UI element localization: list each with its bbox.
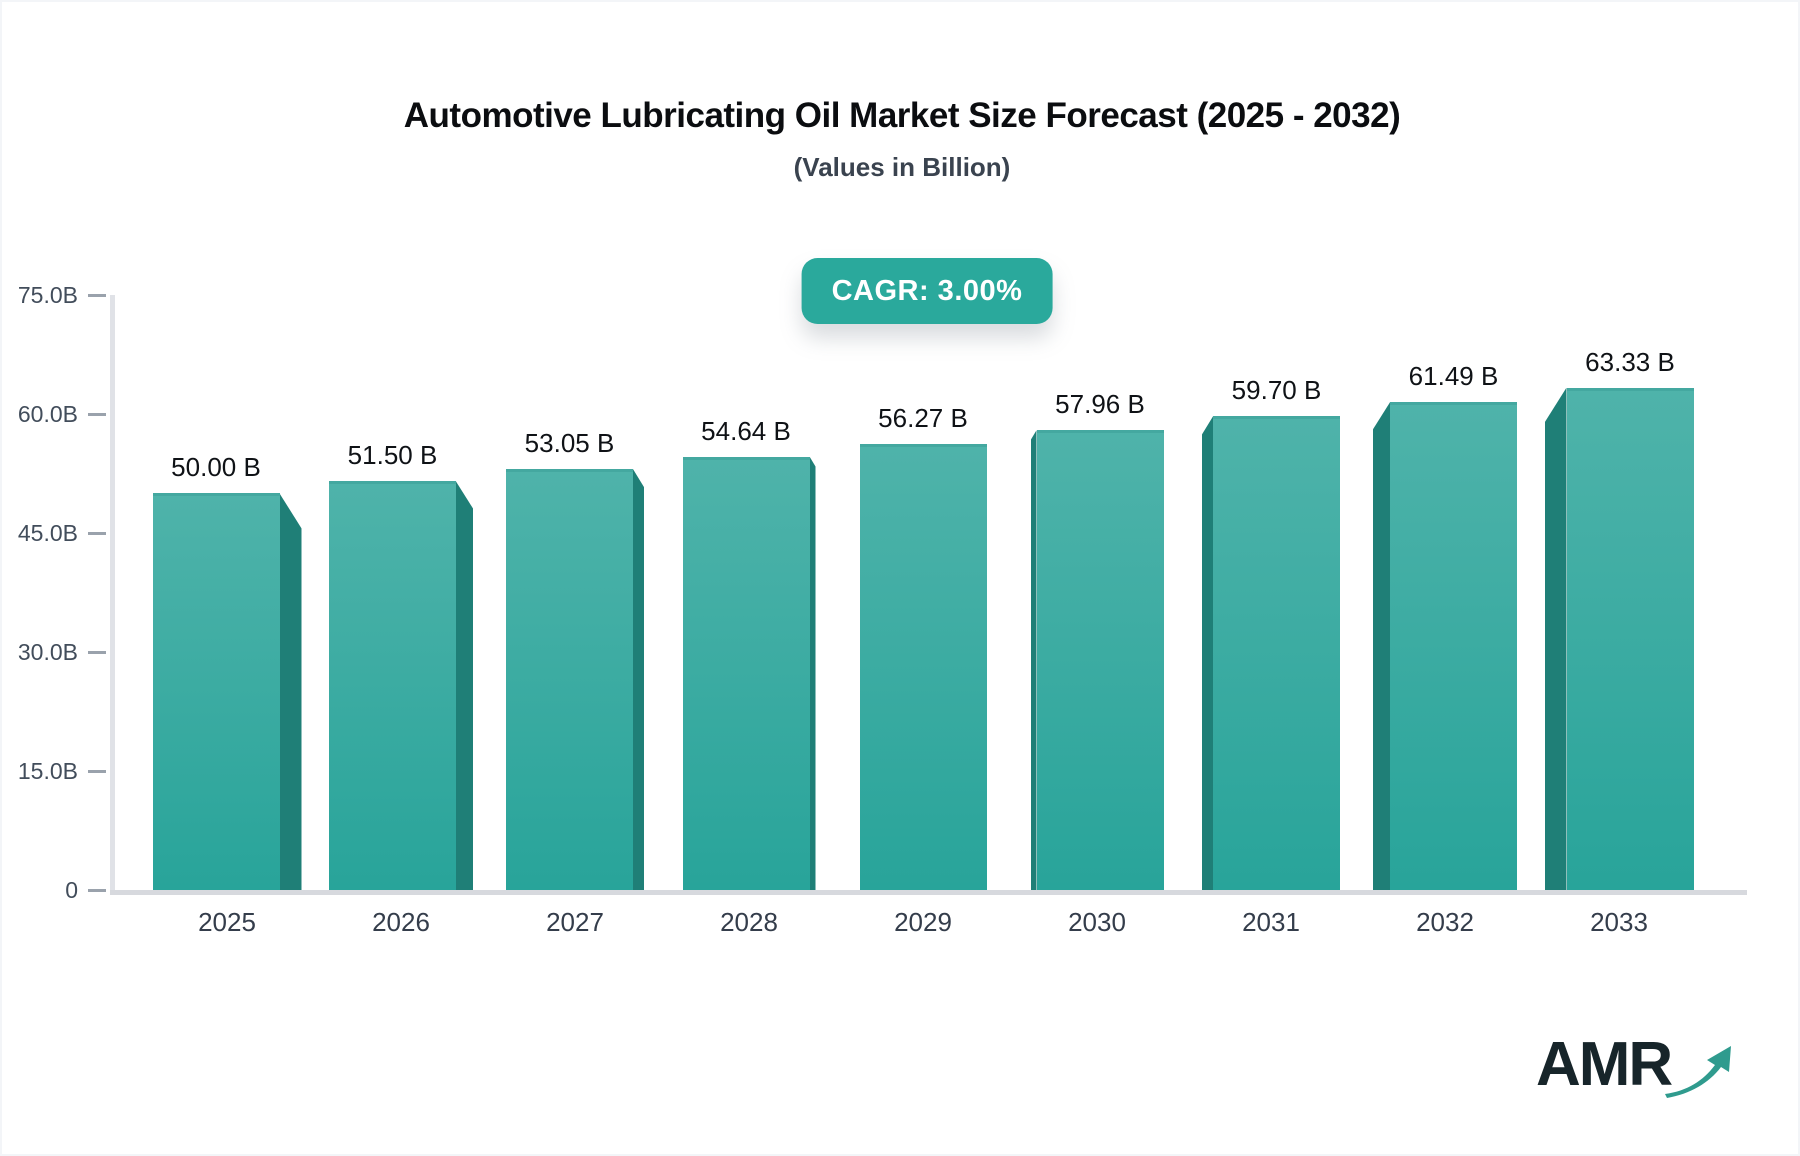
bar-slot-2028: 54.64 B 2028 — [662, 295, 836, 937]
bar-value-label: 51.50 B — [347, 440, 438, 471]
bar-slot-2033: 63.33 B 2033 — [1532, 295, 1706, 937]
growth-arrow-icon — [1665, 1046, 1732, 1098]
x-axis-baseline — [110, 890, 1747, 895]
y-tick-dash — [88, 650, 106, 654]
bar-value-label: 54.64 B — [701, 415, 791, 446]
bar-value-label: 56.27 B — [878, 402, 968, 433]
bar-2029[interactable] — [859, 443, 987, 890]
amr-logo-text: AMR — [1536, 1030, 1673, 1099]
chart-subtitle: (Values in Billion) — [793, 152, 1011, 182]
bar-side-face — [633, 469, 644, 890]
bar-front-face — [859, 443, 987, 890]
x-axis-year-label: 2030 — [1068, 907, 1126, 937]
bar-chart-plot-area: 75.0B 60.0B 45.0B 30.0B 15.0B 0 50.00 B 2025 51.… — [18, 282, 1747, 937]
y-tick-dash — [88, 888, 106, 892]
y-tick-dash — [88, 412, 106, 416]
y-tick-label: 75.0B — [17, 282, 78, 308]
bar-value-label: 59.70 B — [1231, 375, 1322, 406]
bar-side-face — [1202, 416, 1213, 890]
x-axis-year-label: 2031 — [1242, 907, 1300, 937]
bar-side-face — [809, 456, 816, 890]
amr-logo: AMR — [1536, 1034, 1735, 1100]
x-axis-year-label: 2028 — [720, 907, 778, 937]
bar-value-label: 53.05 B — [524, 428, 615, 459]
bar-slot-2032: 61.49 B 2032 — [1358, 295, 1532, 937]
chart-title: Automotive Lubricating Oil Market Size F… — [403, 96, 1401, 135]
bar-side-face — [1544, 387, 1567, 890]
cagr-badge-label: CAGR: 3.00% — [831, 274, 1023, 307]
bar-front-face — [1390, 402, 1517, 890]
y-tick-dash — [88, 531, 106, 535]
bar-side-face — [1373, 402, 1390, 890]
bar-slot-2027: 53.05 B 2027 — [488, 295, 662, 937]
x-axis-year-label: 2026 — [372, 907, 430, 937]
bar-front-face — [329, 481, 456, 890]
cagr-badge: CAGR: 3.00% — [801, 258, 1053, 324]
bar-2025[interactable] — [152, 493, 302, 890]
y-tick-label: 15.0B — [17, 758, 78, 784]
bar-value-label: 50.00 B — [171, 452, 261, 483]
bar-2033[interactable] — [1544, 387, 1694, 890]
bar-2030[interactable] — [1030, 430, 1164, 890]
y-tick-label: 60.0B — [17, 401, 78, 427]
y-tick-label: 30.0B — [17, 639, 78, 665]
bar-slot-2031: 59.70 B 2031 — [1184, 295, 1358, 937]
bar-front-face — [1036, 430, 1164, 890]
bar-side-face — [279, 493, 302, 890]
bar-slot-2025: 50.00 B 2025 — [140, 295, 314, 937]
bar-front-face — [506, 469, 633, 890]
bar-slot-2026: 51.50 B 2026 — [314, 295, 488, 937]
bar-slot-2029: 56.27 B 2029 — [836, 295, 1010, 937]
y-tick-label: 0 — [65, 877, 78, 903]
bar-value-label: 63.33 B — [1585, 346, 1675, 377]
bar-side-face — [1030, 430, 1037, 890]
y-tick-dash — [88, 293, 106, 297]
bar-value-label: 57.96 B — [1055, 389, 1145, 420]
x-axis-year-label: 2032 — [1416, 907, 1474, 937]
bar-value-label: 61.49 B — [1408, 361, 1499, 392]
bar-2031[interactable] — [1202, 416, 1340, 890]
y-tick-label: 45.0B — [17, 520, 78, 546]
x-axis-year-label: 2025 — [198, 907, 256, 937]
x-axis-year-label: 2027 — [546, 907, 604, 937]
y-tick-dash — [88, 769, 106, 773]
bar-side-face — [456, 481, 473, 890]
y-axis-line — [110, 295, 115, 890]
bar-2032[interactable] — [1373, 402, 1517, 890]
bar-front-face — [152, 493, 280, 890]
bar-2028[interactable] — [682, 456, 816, 890]
bar-slot-2030: 57.96 B 2030 — [1010, 295, 1184, 937]
bar-2027[interactable] — [506, 469, 644, 890]
bar-2026[interactable] — [329, 481, 473, 890]
chart-header: Automotive Lubricating Oil Market Size F… — [2, 96, 1798, 183]
bar-front-face — [1213, 416, 1340, 890]
bar-front-face — [1566, 387, 1694, 890]
bar-front-face — [682, 456, 810, 890]
x-axis-year-label: 2029 — [894, 907, 952, 937]
x-axis-year-label: 2033 — [1590, 907, 1648, 937]
